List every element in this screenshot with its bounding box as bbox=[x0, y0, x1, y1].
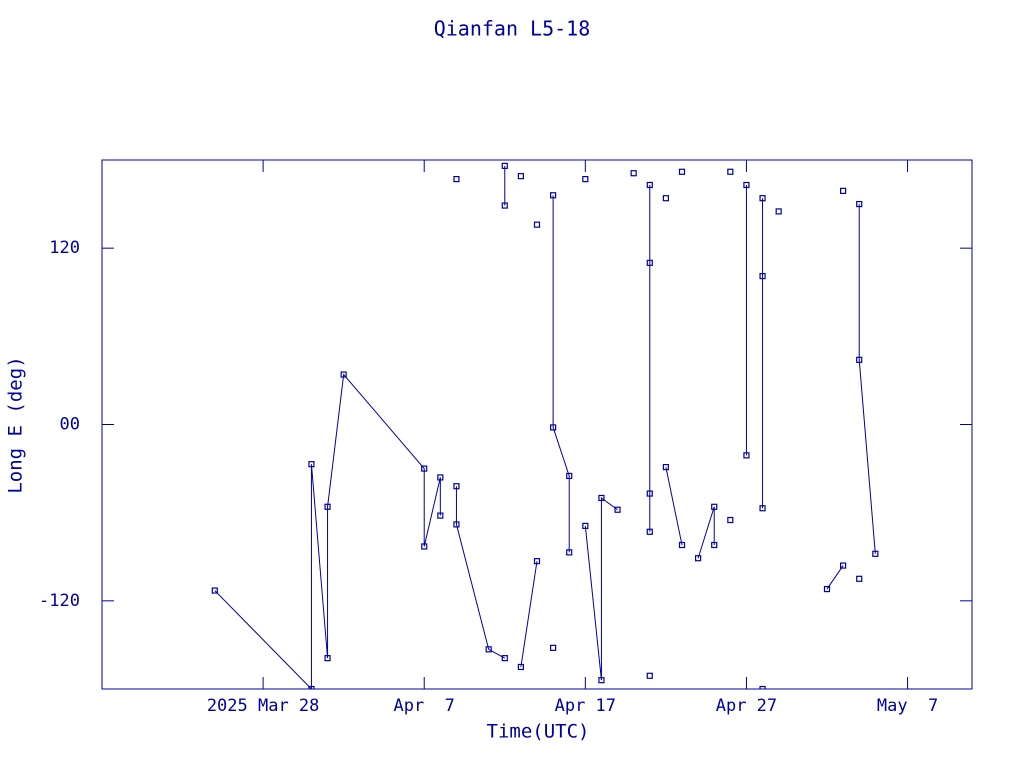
data-point bbox=[840, 187, 847, 194]
data-point bbox=[856, 356, 863, 363]
x-tick-label: Apr 17 bbox=[555, 696, 616, 716]
data-point bbox=[324, 503, 331, 510]
data-point bbox=[453, 176, 460, 183]
x-axis-label: Time(UTC) bbox=[487, 721, 590, 743]
data-point bbox=[517, 663, 524, 671]
data-point bbox=[711, 541, 718, 549]
data-point bbox=[308, 685, 315, 689]
data-point bbox=[646, 259, 653, 266]
data-point bbox=[646, 490, 653, 497]
data-point bbox=[308, 461, 315, 468]
data-point bbox=[211, 587, 218, 594]
data-point bbox=[421, 465, 428, 472]
data-point bbox=[550, 192, 557, 199]
data-point bbox=[727, 516, 734, 524]
x-tick-label: Apr 27 bbox=[716, 696, 777, 716]
chart-title: Qianfan L5-18 bbox=[434, 17, 591, 41]
data-point bbox=[759, 195, 766, 202]
data-point bbox=[678, 541, 686, 549]
plot-frame bbox=[101, 159, 973, 690]
data-point bbox=[630, 170, 637, 177]
data-point bbox=[566, 549, 573, 556]
x-tick-label: Apr 7 bbox=[394, 696, 455, 716]
data-point bbox=[437, 512, 444, 519]
data-point bbox=[582, 522, 589, 529]
data-point bbox=[421, 543, 428, 550]
data-point bbox=[872, 550, 879, 557]
data-point bbox=[678, 168, 686, 175]
data-point bbox=[711, 503, 718, 510]
data-point bbox=[598, 494, 605, 502]
data-point bbox=[550, 424, 557, 431]
data-point bbox=[743, 181, 750, 189]
data-point bbox=[695, 555, 702, 562]
data-point bbox=[517, 173, 524, 180]
data-point bbox=[759, 685, 766, 689]
data-point bbox=[453, 521, 460, 528]
data-point bbox=[759, 505, 766, 512]
data-point bbox=[646, 672, 653, 679]
data-point bbox=[840, 562, 847, 569]
x-tick-label: May 7 bbox=[877, 696, 938, 716]
x-tick-label: 2025 Mar 28 bbox=[207, 696, 320, 716]
plot-area bbox=[211, 162, 879, 689]
data-point bbox=[501, 162, 508, 169]
y-axis-label: Long E (deg) bbox=[5, 356, 27, 493]
data-point bbox=[453, 483, 460, 490]
y-tick-label: 120 bbox=[49, 238, 80, 258]
data-point bbox=[759, 272, 766, 280]
data-point bbox=[598, 677, 605, 684]
data-point bbox=[743, 452, 750, 459]
data-point bbox=[646, 181, 653, 189]
data-point bbox=[775, 208, 782, 215]
y-tick-label: -120 bbox=[39, 591, 80, 611]
data-point bbox=[324, 655, 331, 662]
data-point bbox=[727, 168, 734, 175]
data-point bbox=[550, 644, 557, 651]
data-point bbox=[437, 474, 444, 481]
data-point bbox=[566, 472, 573, 480]
data-point bbox=[485, 646, 492, 653]
data-line bbox=[214, 165, 876, 689]
data-point bbox=[856, 575, 863, 582]
data-point bbox=[501, 202, 508, 209]
data-point bbox=[646, 528, 653, 535]
data-point bbox=[501, 655, 508, 662]
data-point bbox=[856, 200, 863, 208]
data-point bbox=[533, 221, 541, 228]
data-point bbox=[533, 558, 541, 565]
data-point bbox=[582, 176, 589, 183]
data-point bbox=[662, 464, 669, 471]
y-tick-label: 00 bbox=[60, 415, 80, 435]
data-point bbox=[823, 585, 831, 593]
data-point bbox=[614, 506, 621, 513]
data-point bbox=[340, 371, 347, 378]
data-point bbox=[662, 195, 669, 202]
